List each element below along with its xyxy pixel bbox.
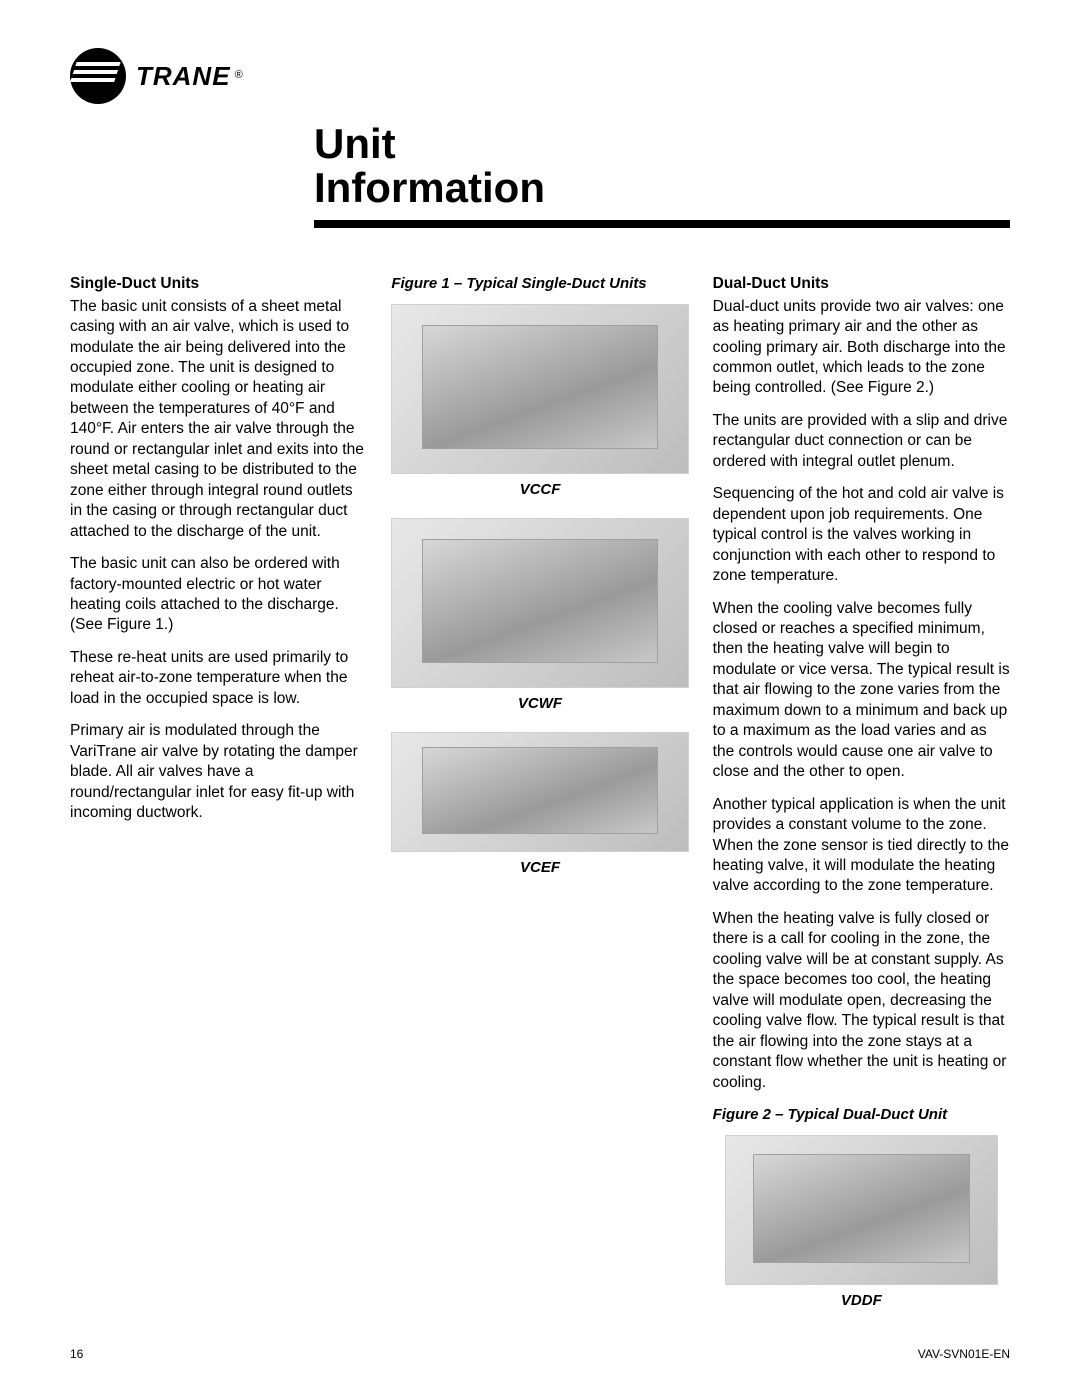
page-number: 16 xyxy=(70,1347,83,1361)
document-page: TRANE ® Unit Information Single-Duct Unit… xyxy=(0,0,1080,1369)
page-title-line2: Information xyxy=(314,166,1010,210)
column-1: Single-Duct Units The basic unit consist… xyxy=(70,274,367,1328)
figure-1-label-vcwf: VCWF xyxy=(391,694,688,714)
figure-1-caption: Figure 1 – Typical Single-Duct Units xyxy=(391,274,688,294)
dual-duct-p2: The units are provided with a slip and d… xyxy=(713,411,1010,472)
page-title-block: Unit Information xyxy=(314,122,1010,210)
brand-name: TRANE ® xyxy=(136,61,243,92)
figure-1-image-vcef xyxy=(391,732,688,852)
single-duct-p4: Primary air is modulated through the Var… xyxy=(70,721,367,823)
figure-1-image-vccf xyxy=(391,304,688,474)
page-footer: 16 VAV-SVN01E-EN xyxy=(70,1347,1010,1361)
single-duct-p2: The basic unit can also be ordered with … xyxy=(70,554,367,636)
trane-logo-icon xyxy=(70,48,126,104)
content-columns: Single-Duct Units The basic unit consist… xyxy=(70,274,1010,1328)
column-2: Figure 1 – Typical Single-Duct Units VCC… xyxy=(391,274,688,1328)
dual-duct-p5: Another typical application is when the … xyxy=(713,795,1010,897)
dual-duct-p6: When the heating valve is fully closed o… xyxy=(713,909,1010,1093)
dual-duct-p1: Dual-duct units provide two air valves: … xyxy=(713,297,1010,399)
dual-duct-p4: When the cooling valve becomes fully clo… xyxy=(713,599,1010,783)
title-rule xyxy=(314,220,1010,228)
figure-2-image-vddf xyxy=(725,1135,999,1285)
brand-header: TRANE ® xyxy=(70,48,1010,104)
dual-duct-heading: Dual-Duct Units xyxy=(713,274,1010,294)
dual-duct-p3: Sequencing of the hot and cold air valve… xyxy=(713,484,1010,586)
figure-1-label-vcef: VCEF xyxy=(391,858,688,878)
single-duct-heading: Single-Duct Units xyxy=(70,274,367,294)
brand-text: TRANE xyxy=(136,61,231,91)
document-id: VAV-SVN01E-EN xyxy=(918,1347,1010,1361)
column-3: Dual-Duct Units Dual-duct units provide … xyxy=(713,274,1010,1328)
page-title-line1: Unit xyxy=(314,122,1010,166)
figure-1-image-vcwf xyxy=(391,518,688,688)
single-duct-p3: These re-heat units are used primarily t… xyxy=(70,648,367,709)
figure-2-caption: Figure 2 – Typical Dual-Duct Unit xyxy=(713,1105,1010,1125)
registered-mark: ® xyxy=(235,69,243,81)
single-duct-p1: The basic unit consists of a sheet metal… xyxy=(70,297,367,542)
figure-1-label-vccf: VCCF xyxy=(391,480,688,500)
figure-2-label-vddf: VDDF xyxy=(713,1291,1010,1311)
